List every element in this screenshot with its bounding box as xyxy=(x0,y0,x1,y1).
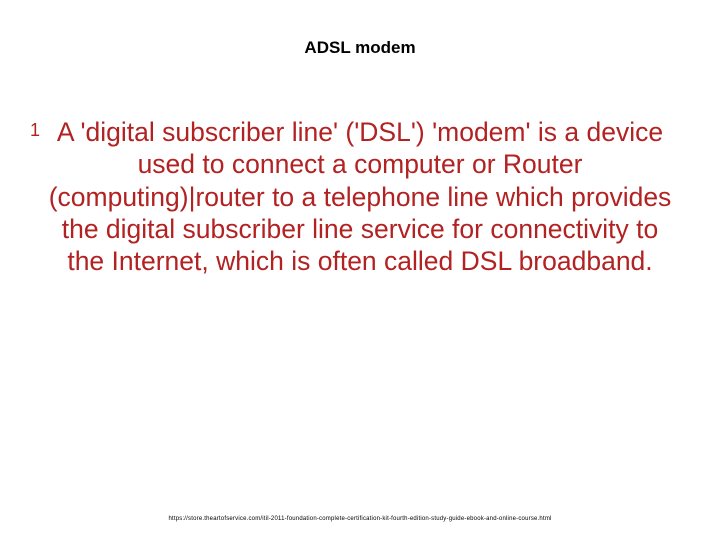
slide-container: ADSL modem 1 A 'digital subscriber line'… xyxy=(0,0,720,540)
slide-title: ADSL modem xyxy=(0,38,720,58)
slide-footer-url: https://store.theartofservice.com/itil-2… xyxy=(0,516,720,522)
list-marker: 1 xyxy=(30,120,40,141)
slide-body: A 'digital subscriber line' ('DSL') 'mod… xyxy=(48,116,672,278)
